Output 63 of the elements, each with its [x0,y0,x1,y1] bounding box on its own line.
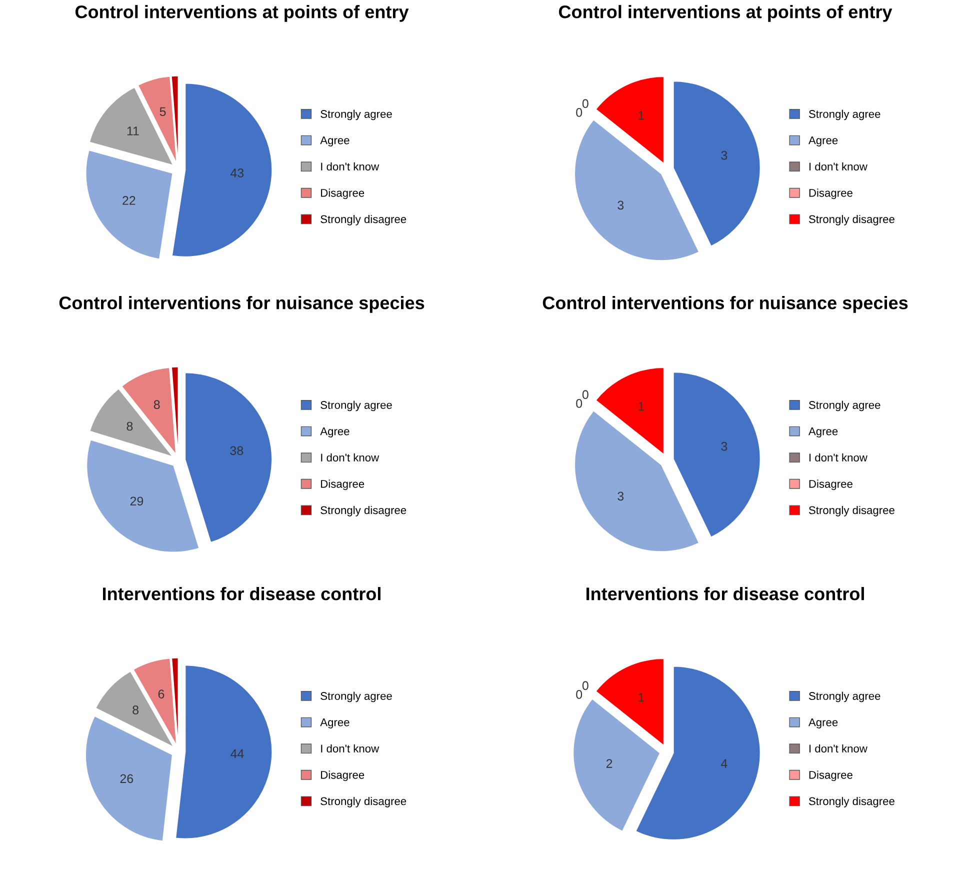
legend-label: Strongly agree [320,110,392,120]
legend-label: Agree [808,718,838,728]
legend-label: Strongly disagree [808,506,894,516]
data-label: 22 [122,196,136,205]
data-label: 26 [120,774,134,784]
data-label: 1 [638,402,644,411]
data-label: 1 [638,111,644,120]
data-label: 5 [160,107,166,116]
text: 0 [576,690,582,699]
legend-label: Strongly disagree [808,214,894,226]
legend-label: Disagree [321,770,364,782]
legend-label: Agree [808,136,838,146]
data-label: 3 [721,442,728,451]
legend-label: Disagree [321,188,364,200]
data-label: 3 [721,150,728,160]
legend-label: I don't know [809,744,868,753]
legend-label: Agree [808,427,838,438]
legend-label: Strongly agree [808,692,880,702]
text: 0 [582,390,588,400]
data-label: 43 [230,168,244,178]
data-label: 44 [230,749,244,758]
text: 0 [576,399,582,408]
legend-label: I don't know [321,453,380,462]
legend-label: I don't know [321,744,380,753]
legend-label: Disagree [809,188,852,200]
text: 0 [582,681,588,690]
data-label: 6 [158,690,164,698]
chart-title: Control interventions for nuisance species [59,296,424,313]
legend-label: Disagree [809,770,852,782]
data-label: 29 [130,496,144,506]
data-label: 38 [230,446,244,456]
data-label: 3 [618,200,624,210]
legend-label: Agree [320,427,350,438]
chart-title: Control interventions at points of entry [75,5,409,22]
legend-label: Strongly disagree [320,506,406,516]
data-label: 11 [127,126,139,136]
data-label: 2 [606,759,612,768]
chart-title: Control interventions at points of entry [558,5,892,22]
legend-label: Strongly disagree [320,796,406,808]
legend-label: Strongly agree [320,692,392,702]
legend-label: I don't know [321,162,380,171]
legend-label: Agree [320,136,350,146]
data-label: 8 [154,400,160,410]
legend-label: Strongly agree [808,110,880,120]
chart-title: Control interventions for nuisance species [542,296,908,313]
data-label: 8 [132,706,139,714]
legend-label: I don't know [809,453,868,462]
data-label: 8 [126,422,133,431]
data-label: 3 [618,492,624,501]
text: 0 [582,99,588,108]
legend-label: Strongly agree [320,400,392,412]
legend-label: Disagree [809,480,852,490]
legend-label: Strongly disagree [808,796,894,808]
chart-title: Interventions for disease control [586,587,864,600]
legend-label: Agree [320,718,350,728]
data-label: 4 [721,759,728,768]
legend-label: I don't know [809,162,868,171]
data-label: 1 [638,693,644,702]
chart-title: Interventions for disease control [103,587,380,600]
legend-label: Strongly agree [808,400,880,412]
text: 0 [576,108,582,117]
legend-label: Disagree [321,480,364,490]
legend-label: Strongly disagree [320,214,406,226]
